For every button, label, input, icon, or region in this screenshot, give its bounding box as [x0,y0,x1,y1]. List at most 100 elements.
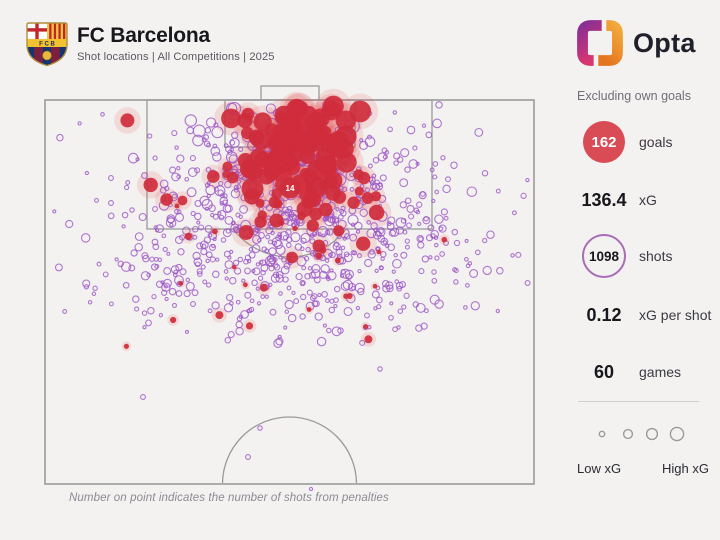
goal-point [207,170,220,183]
header: F C B FC Barcelona Shot locations | All … [26,21,275,67]
opta-logo-icon [577,20,623,66]
shot-point [227,330,235,339]
shot-point [151,238,159,246]
shot-point [510,253,515,258]
goal-point [301,105,317,122]
shot-point [265,226,274,235]
shot-point [235,320,243,329]
goal-point [120,113,135,128]
shot-point [160,280,165,285]
shot-point [121,224,126,229]
goal-point [143,177,158,193]
shot-point [404,238,410,244]
shot-point [382,240,388,245]
shot-point [258,259,264,265]
shot-point [357,268,362,274]
shot-point [222,204,232,214]
stat-games: 60 games [575,361,720,383]
shot-point [162,246,168,253]
shot-point [464,256,469,262]
shot-point [300,232,311,244]
shot-point [224,336,232,344]
shot-point [175,290,183,297]
goal-point [361,192,374,204]
shot-point [432,174,438,180]
shot-point [211,301,220,310]
shot-point [200,264,206,270]
shot-point [238,214,243,219]
shot-point [445,176,451,183]
shot-point [366,228,377,239]
shot-point [217,211,222,216]
shot-point [92,285,98,292]
shot-point [185,277,191,283]
goal-point [332,190,347,204]
shot-point [386,284,394,293]
shot-point [272,240,278,246]
footnote: Number on point indicates the number of … [69,492,389,504]
shot-point [117,260,124,268]
shot-point [354,282,365,293]
shot-point [412,145,418,151]
goal-point [343,293,349,299]
shot-point [339,185,344,191]
shot-point [284,309,290,314]
shot-point [404,197,412,204]
shot-point [399,281,406,288]
shot-point [333,303,338,309]
goal-point [297,182,310,195]
goal-point [212,228,218,235]
shot-point [303,255,310,262]
shot-point [421,255,429,263]
shot-point [132,295,140,303]
shot-point [300,237,307,244]
shot-point [364,136,376,148]
shot-point [401,304,407,310]
shot-point [387,126,393,133]
shot-point [108,175,114,181]
shot-point [251,244,261,254]
shot-point [481,169,489,177]
shot-point [389,301,394,306]
shot-point [125,180,131,185]
shot-point [163,284,168,289]
shot-point [140,394,146,400]
shot-point [306,289,313,296]
goal-point [232,264,237,270]
xg-size-legend [598,426,685,442]
shot-point [200,248,208,256]
shot-point [206,193,211,199]
shot-point [145,319,152,327]
shot-point [177,248,185,256]
shot-point [176,154,185,163]
shot-point [176,166,181,171]
goal-point [304,130,326,152]
shot-point [210,146,221,157]
shot-point [260,294,266,299]
shot-point [378,228,384,235]
shot-point [273,338,283,348]
high-xg-label: High xG [662,461,709,476]
goal-point [215,311,224,320]
shot-point [393,252,398,258]
shot-point [230,188,241,199]
shot-point [190,210,196,217]
shot-point [299,246,305,252]
shot-point [304,273,311,280]
shot-point [388,229,397,237]
shot-point [432,118,442,129]
shot-point [371,290,380,299]
shot-point [236,179,242,184]
shot-point [465,263,471,269]
xg-legend-labels: Low xG High xG [577,461,709,476]
shot-point [286,219,293,226]
shot-point [218,214,225,221]
shot-point [342,236,347,241]
shot-point [270,273,280,283]
shot-point [423,216,429,222]
shot-point [265,234,271,240]
shot-point [335,246,340,251]
shot-point [151,293,157,300]
shot-point [282,206,289,214]
